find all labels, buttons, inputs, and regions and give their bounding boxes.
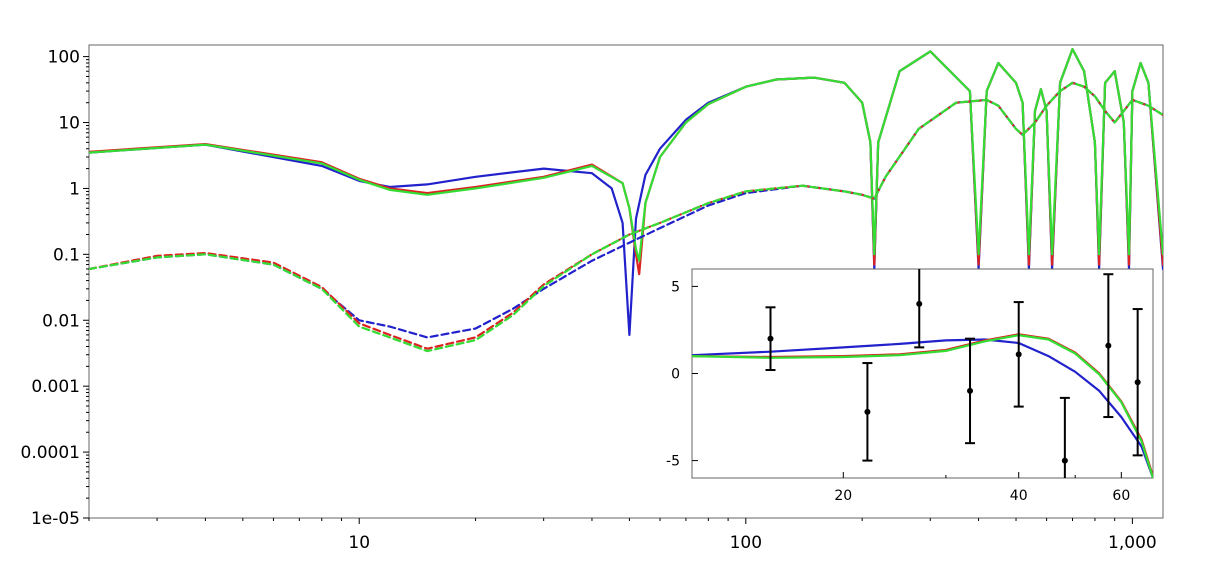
inset-data-point [1061,457,1068,464]
main-y-tick-label: 0.01 [42,311,80,331]
inset-axis-ticks: 5 0 -5 20 40 60 [666,279,1130,504]
inset-y-tick-label: 0 [671,367,680,383]
main-y-tick-label: 100 [48,48,80,68]
inset-error-bar [914,269,925,349]
main-x-tick-label: 1,000 [1108,533,1157,553]
inset-data-point [1105,342,1112,349]
inset-y-tick-label: 5 [671,279,680,295]
inset-error-bar [965,337,976,445]
main-y-tick-label: 0.1 [53,245,80,265]
inset-x-tick-label: 60 [1112,488,1130,504]
inset-error-bar [1132,308,1143,457]
inset-chart: 5 0 -5 20 40 60 [666,268,1154,504]
inset-error-bar [1059,396,1070,478]
inset-error-bar [1013,301,1024,408]
inset-x-tick-label: 20 [834,488,852,504]
inset-data-point [1134,379,1141,386]
main-x-tick-label: 10 [348,533,370,553]
main-y-tick-label: 10 [58,114,80,134]
inset-data-point [864,408,871,415]
inset-error-bar [862,362,873,462]
inset-x-tick-label: 40 [1010,488,1028,504]
inset-data-point [967,387,974,394]
main-y-tick-label: 0.0001 [21,443,80,463]
inset-data-point [1015,351,1022,358]
inset-plot-frame [691,268,1154,479]
main-y-tick-label: 0.001 [31,377,80,397]
main-y-tick-label: 1 [69,179,80,199]
main-series-dashed-33dd33 [89,81,1163,353]
inset-data-point [767,335,774,342]
main-y-tick-label: 1e-05 [31,509,80,529]
main-x-tick-label: 100 [730,533,762,553]
main-axis-ticks: 100 10 1 0.1 0.01 0.001 0.0001 1e-05 10 100 1,000 [21,48,1157,553]
main-plot-area [89,47,1163,353]
inset-error-bar [765,306,776,372]
inset-error-bar [1103,273,1114,419]
main-series-solid-33dd33 [89,47,1163,262]
inset-data-point [916,300,923,307]
inset-y-tick-label: -5 [666,454,680,470]
